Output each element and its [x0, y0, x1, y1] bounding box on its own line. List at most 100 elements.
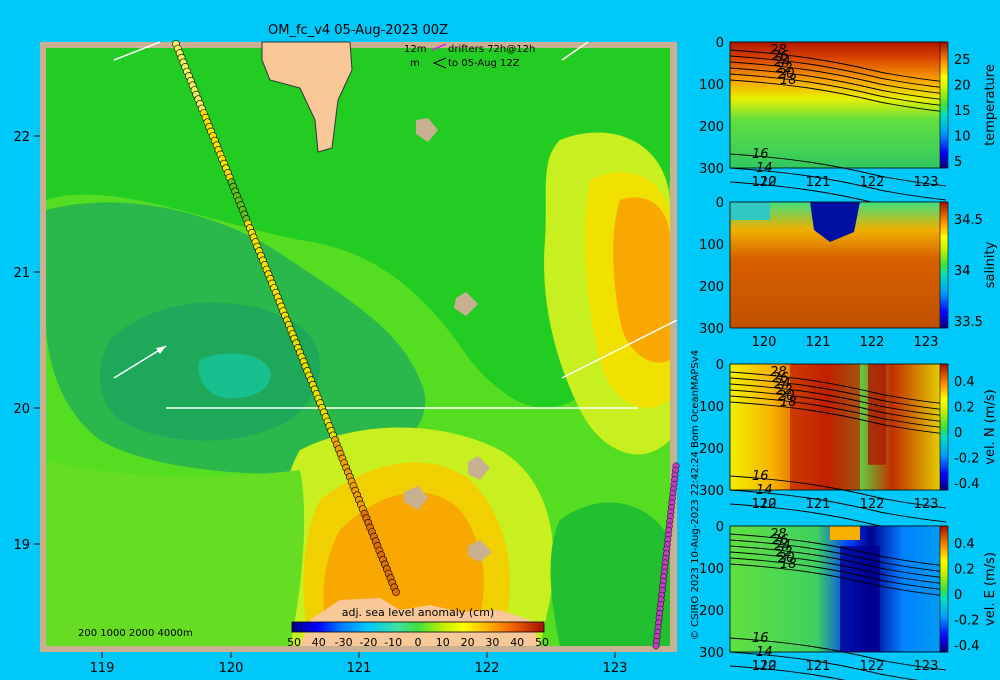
contour-line	[729, 55, 947, 89]
contour-label: 22	[776, 383, 793, 398]
section-y-tick: 300	[699, 162, 724, 177]
section-x-tick: 120	[752, 335, 777, 350]
sla-colorbar-tick: 50	[535, 636, 549, 649]
section-x-tick: 123	[914, 659, 939, 674]
section-label: temperature	[983, 64, 998, 146]
map-y-tick-label: 19	[13, 538, 30, 553]
section-colorbar-tick: -0.4	[954, 639, 979, 654]
section-y-tick: 300	[699, 484, 724, 499]
arrow-legend-icon	[432, 57, 447, 69]
sla-colorbar-tick: -10	[384, 636, 402, 649]
contour-label: 26	[772, 371, 789, 386]
contour-line	[729, 79, 947, 113]
section-x-tick: 123	[914, 497, 939, 512]
current-arrow-head	[156, 346, 166, 354]
section-x-tick: 123	[914, 335, 939, 350]
section-colorbar-tick: 34.5	[954, 213, 983, 228]
section-x-tick: 123	[914, 175, 939, 190]
contour-line	[729, 563, 947, 597]
section-y-tick: 300	[699, 322, 724, 337]
island	[468, 540, 492, 562]
contour-line	[729, 371, 947, 405]
contour-label: 18	[780, 73, 797, 88]
section-y-tick: 100	[699, 78, 724, 93]
land-mass	[261, 41, 353, 153]
contour-label: 20	[778, 389, 795, 404]
contour-line	[729, 73, 947, 107]
section-colorbar	[939, 201, 949, 329]
contour-line	[729, 533, 947, 567]
map-x-tick-label: 119	[90, 661, 115, 676]
section-colorbar-tick: 0	[954, 588, 962, 603]
section-x-tick: 120	[752, 175, 777, 190]
sla-colorbar	[291, 621, 545, 633]
map-y-tick-label: 20	[13, 402, 30, 417]
sla-colorbar-tick: 40	[312, 636, 326, 649]
map-y-tick-label: 22	[13, 130, 30, 145]
island	[404, 486, 428, 510]
contour-label: 14	[756, 645, 773, 660]
contour-label: 16	[752, 631, 769, 646]
contour-line	[729, 475, 947, 509]
sla-colorbar-tick: 50	[287, 636, 301, 649]
section-x-tick: 121	[806, 175, 831, 190]
section-y-tick: 300	[699, 646, 724, 661]
contour-label: 28	[770, 527, 787, 542]
section-colorbar	[939, 363, 949, 491]
section-field	[830, 526, 860, 540]
contour-line	[729, 551, 947, 585]
contour-label: 12	[760, 497, 777, 512]
legend-depth-unit: m	[410, 58, 420, 69]
section-colorbar-tick: 0.2	[954, 563, 975, 578]
section-colorbar-tick: 34	[954, 264, 971, 279]
contour-line	[729, 665, 846, 680]
section-colorbar-tick: -0.4	[954, 477, 979, 492]
section-x-tick: 121	[806, 497, 831, 512]
sla-colorbar-tick: 30	[485, 636, 499, 649]
section-x-tick: 121	[806, 659, 831, 674]
section-label: vel. N (m/s)	[983, 389, 998, 464]
section-colorbar-tick: 33.5	[954, 315, 983, 330]
figure-title: OM_fc_v4 05-Aug-2023 00Z	[268, 23, 448, 38]
section-colorbar-tick: 20	[954, 79, 971, 94]
section-y-tick: 0	[716, 36, 724, 51]
contour-label: 28	[770, 43, 787, 58]
section-colorbar-tick: 15	[954, 104, 971, 119]
current-arrow	[561, 41, 589, 61]
contour-label: 20	[778, 551, 795, 566]
sla-field	[46, 460, 305, 646]
section-field	[840, 546, 880, 652]
map-x-tick-label: 122	[475, 661, 500, 676]
section-y-tick: 200	[699, 280, 724, 295]
section-panel: 0 100 200 300 120 121 122 123 34.5 34 33.5 salinity	[699, 196, 998, 350]
contour-label: 28	[770, 365, 787, 380]
current-arrow	[113, 345, 167, 379]
contour-label: 26	[772, 533, 789, 548]
section-y-tick: 100	[699, 562, 724, 577]
drifter-track	[172, 40, 400, 596]
contour-label: 12	[760, 175, 777, 190]
contour-line	[729, 49, 947, 83]
contour-label: 12	[760, 659, 777, 674]
contour-line	[729, 377, 947, 411]
contour-label: 14	[756, 483, 773, 498]
map-x-tick-label: 121	[347, 661, 372, 676]
section-x-tick: 122	[860, 497, 885, 512]
section-label: vel. E (m/s)	[983, 552, 998, 626]
section-x-tick: 121	[806, 335, 831, 350]
map-y-tick-label: 21	[13, 266, 30, 281]
section-y-tick: 0	[716, 358, 724, 373]
section-x-tick: 122	[860, 175, 885, 190]
section-colorbar-tick: -0.2	[954, 614, 979, 629]
contour-line	[729, 67, 947, 101]
section-y-tick: 0	[716, 196, 724, 211]
section-x-tick: 120	[752, 659, 777, 674]
map-x-tick-label: 120	[219, 661, 244, 676]
contour-label: 24	[774, 539, 791, 554]
section-colorbar-tick: 10	[954, 130, 971, 145]
section-x-tick: 122	[860, 335, 885, 350]
